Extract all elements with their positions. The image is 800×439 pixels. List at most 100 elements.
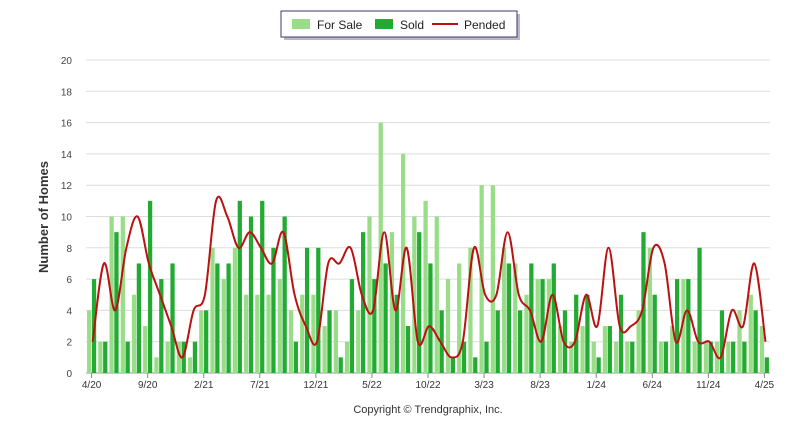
bar-sold: [103, 341, 108, 373]
bar-for-sale: [501, 247, 507, 373]
bar-sold: [663, 341, 669, 373]
bar-for-sale: [625, 341, 630, 373]
bar-sold: [293, 341, 299, 373]
bar-sold: [529, 263, 534, 373]
bar-for-sale: [535, 279, 540, 373]
bar-for-sale: [681, 279, 686, 373]
bar-sold: [304, 247, 310, 373]
legend-label-sold: Sold: [400, 18, 424, 32]
y-tick-label: 18: [61, 87, 73, 98]
bar-for-sale: [423, 200, 428, 373]
bar-for-sale: [726, 341, 731, 373]
bar-sold: [136, 263, 142, 373]
bar-for-sale: [569, 341, 574, 373]
y-tick-label: 4: [66, 306, 72, 317]
bar-for-sale: [602, 326, 608, 373]
bar-sold: [708, 341, 713, 373]
bar-for-sale: [658, 341, 664, 373]
bar-for-sale: [255, 294, 260, 373]
bar-for-sale: [614, 341, 619, 373]
bar-sold: [405, 326, 411, 373]
x-tick-label: 4/25: [755, 380, 775, 391]
legend-label-for-sale: For Sale: [317, 18, 363, 32]
bar-for-sale: [524, 294, 529, 373]
bar-sold: [181, 341, 186, 373]
bar-sold: [428, 263, 433, 373]
x-tick-label: 2/21: [194, 380, 214, 391]
bar-for-sale: [490, 185, 495, 373]
bar-for-sale: [457, 263, 462, 373]
bar-for-sale: [311, 294, 316, 373]
y-tick-label: 14: [61, 150, 73, 161]
bar-for-sale: [670, 326, 675, 373]
axes: 0 2 4 6 8 10 12 14 16 18 20 4/20 9/20 2/21 7/21 12/21 5/…: [61, 56, 775, 391]
bar-for-sale: [131, 294, 137, 373]
legend: For Sale Sold Pended: [280, 10, 520, 40]
bar-sold: [361, 232, 366, 373]
x-tick-label: 4/20: [82, 380, 102, 391]
legend-label-pended: Pended: [464, 18, 505, 32]
bar-sold: [192, 341, 198, 373]
legend-box: [280, 10, 518, 38]
bar-for-sale: [703, 341, 709, 373]
bar-sold: [518, 310, 523, 373]
bar-sold: [248, 216, 254, 373]
bar-for-sale: [165, 341, 170, 373]
bar-sold: [338, 357, 343, 373]
bar-sold: [674, 279, 680, 373]
bar-sold: [383, 263, 388, 373]
bar-for-sale: [580, 326, 585, 373]
bar-for-sale: [221, 279, 226, 373]
bar-for-sale: [120, 216, 125, 373]
bar-sold: [125, 341, 130, 373]
bar-for-sale: [98, 341, 103, 373]
y-tick-label: 20: [61, 56, 73, 67]
bar-sold: [260, 200, 265, 373]
y-axis-label: Number of Homes: [36, 161, 51, 273]
bar-sold: [731, 341, 736, 373]
bar-for-sale: [277, 279, 282, 373]
y-tick-label: 0: [66, 369, 72, 380]
bar-sold: [697, 247, 702, 373]
bar-sold: [753, 310, 758, 373]
bar-sold: [551, 263, 556, 373]
bar-sold: [473, 357, 478, 373]
bar-sold: [316, 247, 321, 373]
bar-for-sale: [322, 326, 327, 373]
bar-for-sale: [748, 294, 753, 373]
bar-for-sale: [389, 232, 395, 373]
y-tick-label: 8: [66, 244, 72, 255]
y-tick-label: 16: [61, 119, 73, 130]
bar-for-sale: [737, 310, 742, 373]
bar-for-sale: [143, 326, 148, 373]
x-tick-label: 10/22: [415, 380, 440, 391]
bar-sold: [742, 341, 747, 373]
bar-for-sale: [356, 310, 361, 373]
x-tick-label: 7/21: [250, 380, 270, 391]
bar-sold: [585, 294, 590, 373]
bar-sold: [159, 279, 164, 373]
bar-for-sale: [412, 216, 417, 373]
bar-for-sale: [344, 341, 350, 373]
bar-for-sale: [692, 341, 697, 373]
x-tick-label: 6/24: [643, 380, 663, 391]
bar-for-sale: [445, 279, 451, 373]
x-tick-label: 11/24: [696, 380, 721, 391]
bar-for-sale: [176, 341, 182, 373]
bar-sold: [204, 310, 209, 373]
bar-for-sale: [266, 294, 271, 373]
y-tick-label: 12: [61, 181, 73, 192]
bar-sold: [372, 279, 377, 373]
bar-sold: [282, 216, 287, 373]
bar-sold: [327, 310, 332, 373]
bar-for-sale: [647, 247, 652, 373]
bar-sold: [461, 341, 467, 373]
bar-sold: [540, 279, 545, 373]
y-tick-label: 6: [66, 275, 72, 286]
bar-sold: [506, 263, 512, 373]
x-tick-label: 9/20: [138, 380, 158, 391]
pended-line: [91, 195, 767, 360]
x-tick-label: 3/23: [474, 380, 494, 391]
bar-sold: [562, 310, 568, 373]
